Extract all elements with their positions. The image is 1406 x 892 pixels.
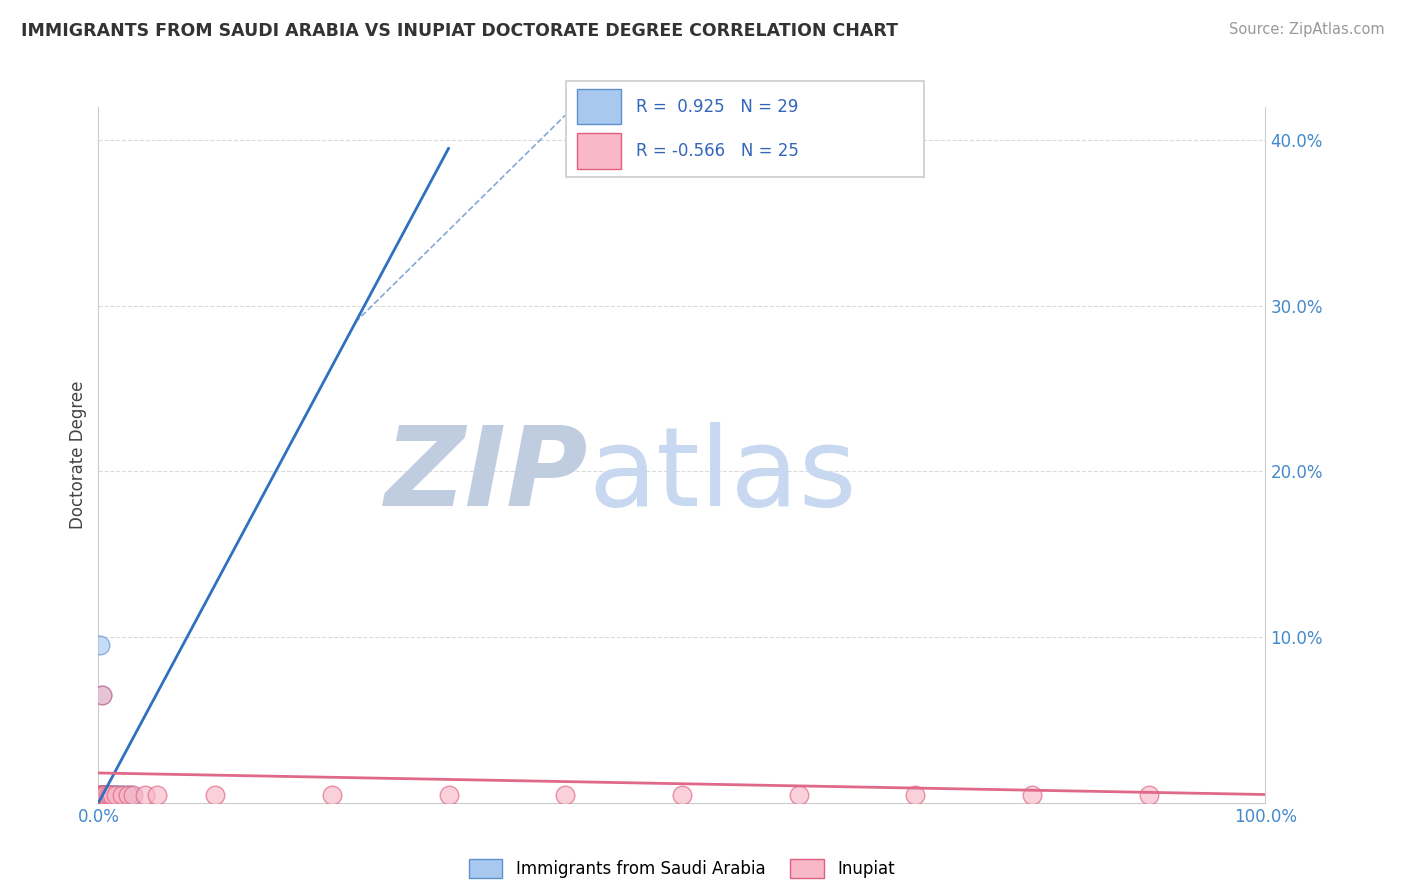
Point [96, 788, 118, 802]
Point [146, 788, 169, 802]
Point [90, 788, 112, 802]
Point [94, 788, 117, 802]
Point [101, 788, 124, 802]
Point [122, 788, 145, 802]
Point [204, 788, 226, 802]
Legend: Immigrants from Saudi Arabia, Inupiat: Immigrants from Saudi Arabia, Inupiat [463, 853, 901, 885]
Text: R =  0.925   N = 29: R = 0.925 N = 29 [636, 98, 797, 116]
Point [94, 788, 117, 802]
Text: ZIP: ZIP [385, 422, 589, 529]
Point [90, 688, 112, 702]
Point [91, 788, 114, 802]
Point [117, 788, 139, 802]
Point [120, 788, 142, 802]
Point [89, 639, 111, 653]
Point [90, 788, 112, 802]
Point [554, 788, 576, 802]
Point [100, 788, 122, 802]
Text: IMMIGRANTS FROM SAUDI ARABIA VS INUPIAT DOCTORATE DEGREE CORRELATION CHART: IMMIGRANTS FROM SAUDI ARABIA VS INUPIAT … [21, 22, 898, 40]
Point [104, 788, 127, 802]
Point [117, 788, 139, 802]
Bar [576, 89, 621, 124]
Point [1021, 788, 1043, 802]
Point [94, 788, 117, 802]
Bar [576, 133, 621, 169]
Point [90, 788, 112, 802]
Point [104, 788, 127, 802]
Point [97, 788, 120, 802]
Point [93, 788, 115, 802]
Y-axis label: Doctorate Degree: Doctorate Degree [69, 381, 87, 529]
Point [90, 688, 112, 702]
Point [671, 788, 693, 802]
Point [111, 788, 134, 802]
Point [101, 788, 124, 802]
Point [112, 788, 135, 802]
Point [91, 788, 114, 802]
Point [111, 788, 134, 802]
Point [93, 788, 115, 802]
Point [904, 788, 927, 802]
Text: atlas: atlas [589, 422, 858, 529]
Point [134, 788, 156, 802]
Point [89, 788, 111, 802]
FancyBboxPatch shape [567, 81, 924, 178]
Point [105, 788, 128, 802]
Point [90, 788, 112, 802]
Point [437, 788, 460, 802]
Point [1137, 788, 1160, 802]
Point [90, 788, 112, 802]
Point [97, 788, 120, 802]
Point [89, 788, 111, 802]
Text: Source: ZipAtlas.com: Source: ZipAtlas.com [1229, 22, 1385, 37]
Point [108, 788, 131, 802]
Point [98, 788, 121, 802]
Point [321, 788, 343, 802]
Point [93, 788, 115, 802]
Point [91, 788, 114, 802]
Point [98, 788, 121, 802]
Point [103, 788, 125, 802]
Point [787, 788, 810, 802]
Point [90, 788, 112, 802]
Point [96, 788, 118, 802]
Point [104, 788, 127, 802]
Point [97, 788, 120, 802]
Text: R = -0.566   N = 25: R = -0.566 N = 25 [636, 142, 799, 160]
